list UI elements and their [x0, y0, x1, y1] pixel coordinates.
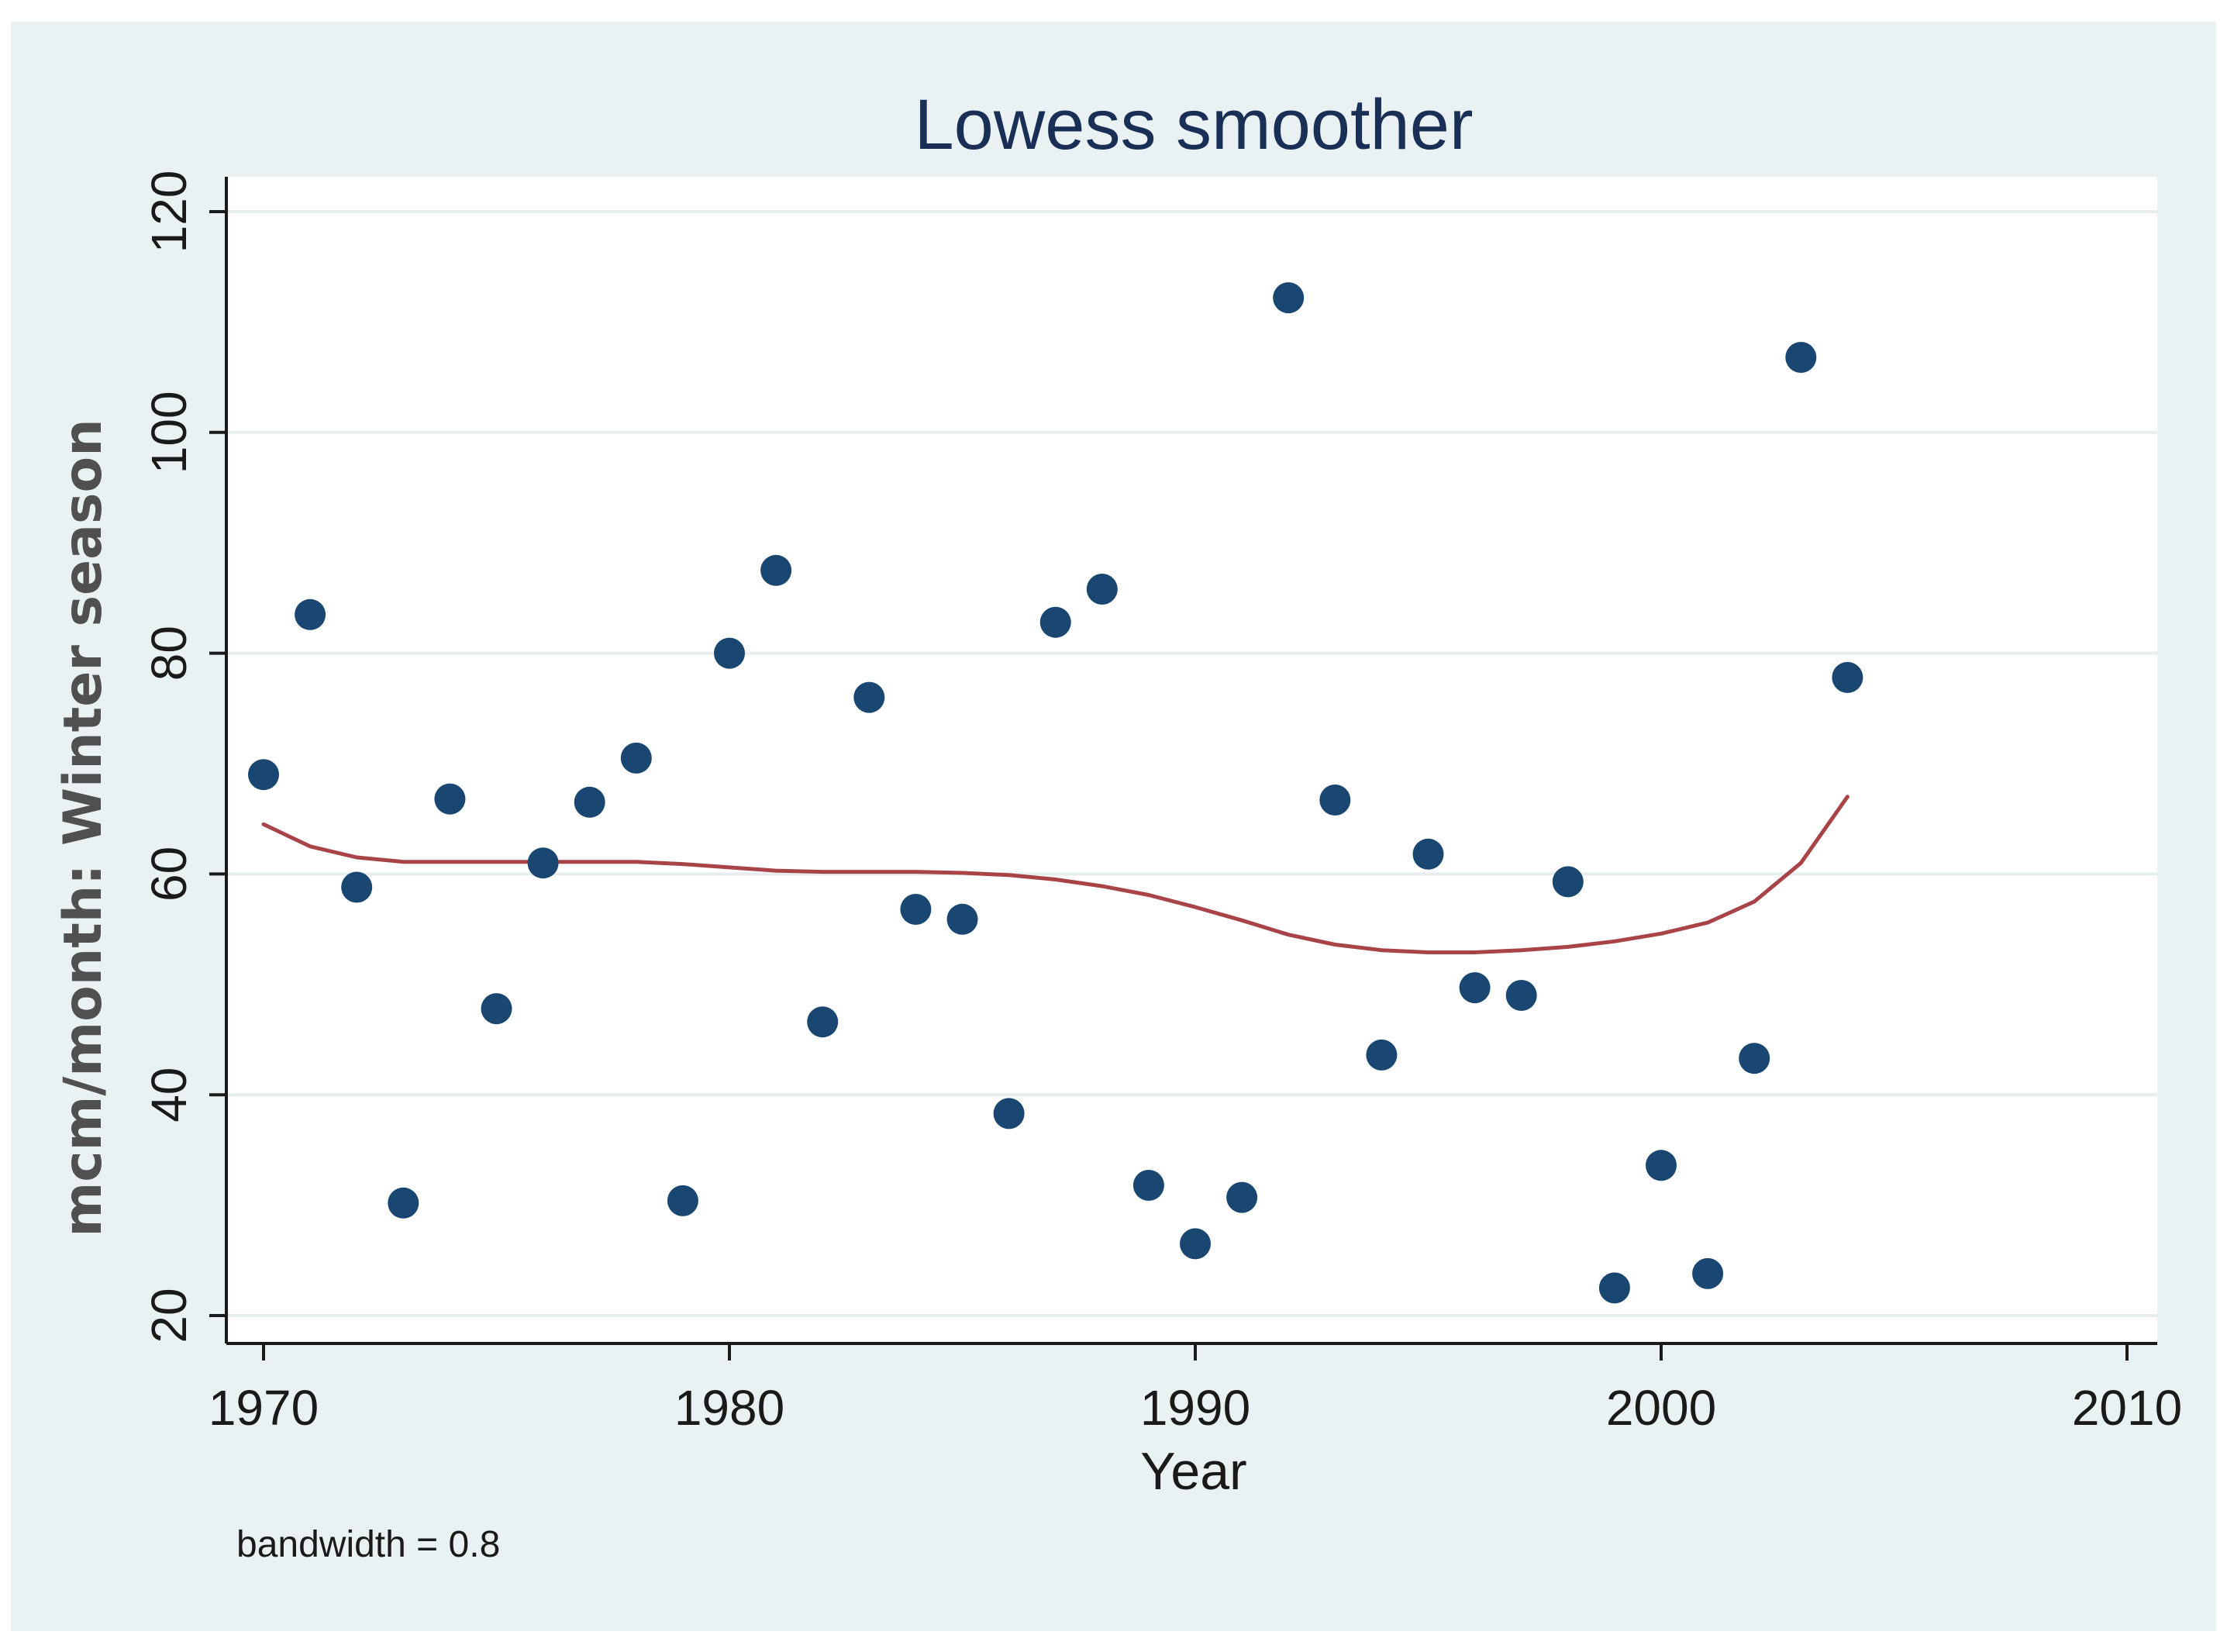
data-point-1975: [481, 993, 512, 1025]
scatter-points: [248, 282, 1863, 1304]
chart-title: Lowess smoother: [915, 85, 1474, 164]
data-point-1979: [667, 1185, 698, 1216]
data-point-1985: [946, 903, 978, 935]
y-tick-label: 80: [141, 626, 197, 681]
y-tick-label: 120: [141, 171, 197, 253]
y-tick-label: 20: [141, 1288, 197, 1343]
data-point-1990: [1180, 1228, 1211, 1260]
y-tick-label: 40: [141, 1067, 197, 1123]
y-tick-label: 100: [141, 391, 197, 474]
y-axis-title: mcm/month: Winter season: [53, 419, 114, 1236]
axes: [209, 177, 2157, 1361]
data-point-1980: [714, 637, 745, 669]
x-tick-label: 2000: [1606, 1380, 1716, 1436]
data-point-1977: [574, 786, 605, 818]
data-point-1995: [1412, 838, 1444, 870]
data-point-1992: [1273, 282, 1305, 314]
data-point-1983: [853, 681, 885, 713]
data-point-1991: [1226, 1181, 1258, 1213]
data-point-2001: [1692, 1257, 1724, 1289]
x-tick-label: 1980: [674, 1380, 784, 1436]
data-point-1978: [620, 742, 652, 774]
grid-lines: [226, 210, 2157, 1317]
data-point-1971: [295, 598, 326, 630]
data-point-1981: [760, 554, 792, 586]
data-point-1994: [1366, 1039, 1398, 1071]
data-point-2003: [1785, 342, 1817, 373]
data-point-1999: [1598, 1272, 1630, 1304]
bandwidth-note: bandwidth = 0.8: [236, 1524, 500, 1565]
tick-labels: 20 40 60 80 100 120 1970 1980 1990 2000 2010: [141, 171, 2182, 1436]
x-tick-label: 2010: [2072, 1380, 2182, 1436]
lowess-line: [261, 795, 1850, 954]
data-point-2004: [1832, 661, 1863, 693]
data-point-1972: [341, 871, 373, 903]
plot-area: [226, 177, 2157, 1343]
data-point-1996: [1459, 972, 1491, 1004]
data-point-2000: [1646, 1150, 1677, 1181]
data-point-2002: [1739, 1043, 1770, 1074]
x-tick-label: 1970: [209, 1380, 319, 1436]
data-point-1986: [993, 1098, 1025, 1129]
lowess-layer: [261, 795, 1850, 954]
x-tick-label: 1990: [1140, 1380, 1250, 1436]
data-point-1993: [1319, 785, 1351, 816]
data-point-1984: [900, 894, 932, 925]
data-point-1982: [807, 1006, 839, 1038]
data-point-1987: [1039, 606, 1071, 638]
x-axis-title: Year: [1140, 1442, 1246, 1501]
data-point-1989: [1132, 1170, 1164, 1201]
data-point-1998: [1552, 866, 1584, 898]
data-point-1976: [527, 847, 559, 879]
data-point-1974: [434, 783, 466, 815]
y-tick-label: 60: [141, 847, 197, 902]
data-point-1970: [248, 759, 279, 791]
data-point-1973: [388, 1187, 419, 1219]
data-point-1988: [1086, 574, 1118, 605]
data-point-1997: [1505, 980, 1537, 1011]
